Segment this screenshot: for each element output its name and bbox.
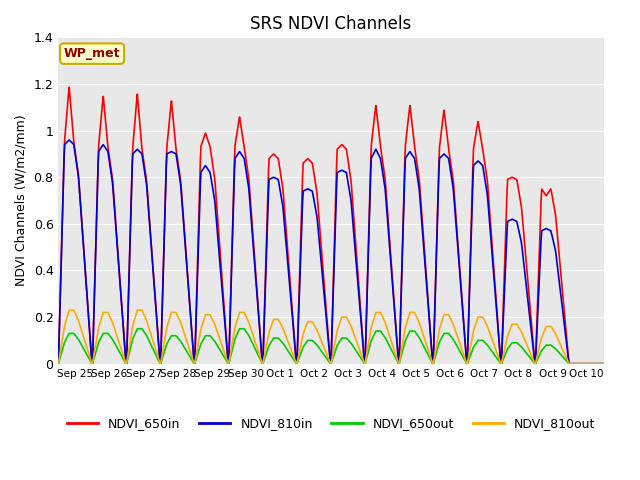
Line: NDVI_650in: NDVI_650in bbox=[58, 87, 603, 364]
NDVI_810out bbox=[65, 307, 73, 313]
NDVI_650in bbox=[573, 361, 580, 367]
Y-axis label: NDVI Channels (W/m2/mm): NDVI Channels (W/m2/mm) bbox=[15, 115, 28, 287]
NDVI_650in bbox=[281, 213, 289, 219]
NDVI_810out bbox=[376, 310, 384, 315]
NDVI_810in bbox=[281, 228, 289, 234]
NDVI_810in bbox=[156, 361, 164, 367]
NDVI_650out bbox=[81, 348, 88, 353]
NDVI_810out bbox=[54, 361, 62, 367]
NDVI_810out bbox=[81, 339, 89, 345]
Text: WP_met: WP_met bbox=[64, 47, 120, 60]
NDVI_650out bbox=[573, 361, 580, 367]
NDVI_810in bbox=[54, 361, 62, 367]
NDVI_810out bbox=[281, 331, 289, 336]
Line: NDVI_810in: NDVI_810in bbox=[58, 140, 603, 364]
NDVI_650out bbox=[156, 361, 164, 367]
NDVI_650in bbox=[54, 361, 62, 367]
NDVI_650in bbox=[156, 361, 164, 367]
NDVI_810in bbox=[573, 361, 580, 367]
NDVI_810out bbox=[581, 361, 589, 367]
NDVI_810in bbox=[81, 266, 89, 272]
NDVI_650out bbox=[599, 361, 607, 367]
NDVI_650in bbox=[65, 84, 73, 90]
NDVI_650out bbox=[581, 361, 589, 367]
NDVI_650out bbox=[54, 361, 62, 367]
NDVI_650in bbox=[376, 138, 384, 144]
NDVI_650out bbox=[281, 343, 289, 349]
NDVI_650in bbox=[581, 361, 589, 367]
NDVI_810out bbox=[573, 361, 580, 367]
NDVI_810in bbox=[599, 361, 607, 367]
NDVI_650in bbox=[599, 361, 607, 367]
Line: NDVI_650out: NDVI_650out bbox=[58, 329, 603, 364]
NDVI_650out bbox=[134, 326, 141, 332]
NDVI_650in bbox=[81, 265, 89, 271]
Line: NDVI_810out: NDVI_810out bbox=[58, 310, 603, 364]
NDVI_650out bbox=[376, 328, 384, 334]
NDVI_810in bbox=[581, 361, 589, 367]
Legend: NDVI_650in, NDVI_810in, NDVI_650out, NDVI_810out: NDVI_650in, NDVI_810in, NDVI_650out, NDV… bbox=[61, 412, 600, 435]
NDVI_810in bbox=[65, 137, 73, 143]
Title: SRS NDVI Channels: SRS NDVI Channels bbox=[250, 15, 412, 33]
NDVI_810out bbox=[599, 361, 607, 367]
NDVI_810in bbox=[376, 155, 384, 160]
NDVI_810out bbox=[156, 361, 164, 367]
